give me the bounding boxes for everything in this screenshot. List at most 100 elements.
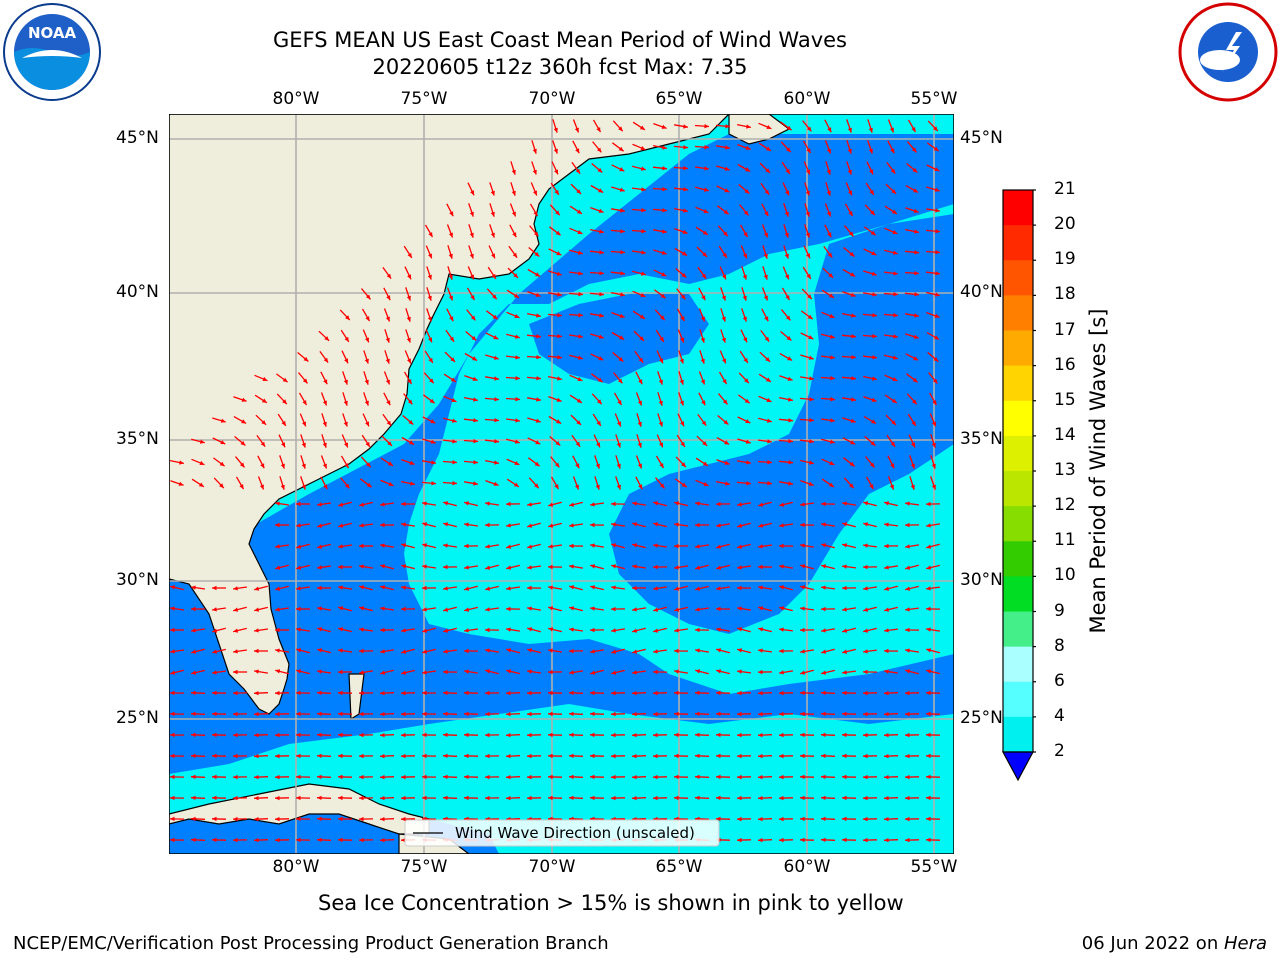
wave-arrow-head xyxy=(680,316,685,322)
wave-arrow-head xyxy=(704,166,709,171)
wave-arrow-head xyxy=(254,669,259,674)
wave-arrow-head xyxy=(344,463,349,469)
wave-arrow-head xyxy=(758,627,764,632)
wave-arrow-head xyxy=(212,816,217,822)
wave-arrow-head xyxy=(619,313,625,318)
wave-arrow-head xyxy=(695,607,700,612)
wave-arrow-head xyxy=(590,543,595,548)
lat-label-left-45n: 45°N xyxy=(116,128,159,148)
wave-arrow-head xyxy=(548,627,554,632)
wave-arrow-head xyxy=(911,421,916,426)
wave-arrow-head xyxy=(556,271,562,276)
wave-arrow-head xyxy=(590,795,595,801)
wave-arrow-head xyxy=(492,294,497,300)
wave-arrow-head xyxy=(849,461,855,467)
wave-arrow-head xyxy=(527,732,532,738)
wave-arrow-head xyxy=(401,628,406,633)
wave-arrow-head xyxy=(448,274,453,280)
wave-arrow-head xyxy=(659,336,664,342)
wave-arrow-head xyxy=(779,585,785,590)
wave-arrow-head xyxy=(743,253,747,259)
wave-arrow-head xyxy=(485,627,490,633)
wave-arrow-head xyxy=(448,295,453,301)
wave-arrow-head xyxy=(239,484,244,490)
wave-arrow-head xyxy=(548,544,553,549)
wave-arrow-head xyxy=(653,607,659,612)
wave-arrow-head xyxy=(617,378,623,384)
wave-arrow-head xyxy=(548,753,553,759)
wind-wave-direction-arrows xyxy=(169,119,941,843)
wave-arrow-head xyxy=(212,585,217,591)
wave-arrow-head xyxy=(721,337,726,343)
wave-arrow-head xyxy=(763,253,768,259)
lat-label-left-40n: 40°N xyxy=(116,282,159,302)
wave-arrow-head xyxy=(703,481,709,486)
wave-arrow-head xyxy=(704,145,709,150)
wave-arrow-head xyxy=(578,271,583,276)
wave-arrow-head xyxy=(764,316,769,322)
wave-arrow-head xyxy=(338,502,344,507)
wave-arrow-head xyxy=(914,250,919,255)
wave-arrow-head xyxy=(569,585,575,590)
wave-arrow-head xyxy=(506,648,512,653)
wave-arrow-head xyxy=(641,187,646,192)
wave-arrow-head xyxy=(212,774,217,780)
wave-arrow-head xyxy=(869,169,873,175)
wave-arrow-head xyxy=(893,334,898,339)
wave-arrow-head xyxy=(722,399,728,405)
wave-arrow-head xyxy=(737,711,742,717)
wave-arrow-head xyxy=(890,168,896,174)
wave-arrow-head xyxy=(485,648,490,653)
sea-ice-note: Sea Ice Concentration > 15% is shown in … xyxy=(318,891,904,915)
footer-date-text: 06 Jun 2022 on xyxy=(1081,933,1224,954)
wave-arrow-head xyxy=(884,754,889,759)
wave-arrow-head xyxy=(863,753,868,759)
wave-arrow-head xyxy=(401,585,406,590)
wave-arrow-head xyxy=(912,377,918,383)
wave-arrow-head xyxy=(658,379,663,385)
wave-arrow-head xyxy=(359,502,365,507)
wave-arrow-head xyxy=(926,586,931,591)
colorbar-tick-label: 8 xyxy=(1054,635,1065,656)
wave-arrow-head xyxy=(884,712,889,717)
colorbar xyxy=(1001,189,1036,782)
wave-arrow-head xyxy=(716,753,721,759)
wave-arrow-head xyxy=(926,795,931,801)
wave-arrow-head xyxy=(296,606,301,612)
wave-arrow-head xyxy=(422,607,427,612)
wave-arrow-head xyxy=(527,523,533,528)
wave-arrow-head xyxy=(842,564,847,569)
wave-arrow-head xyxy=(653,711,658,717)
wave-arrow-head xyxy=(681,273,687,278)
wave-arrow-head xyxy=(407,399,413,405)
wave-arrow-head xyxy=(716,544,722,549)
wave-arrow-head xyxy=(884,501,890,506)
wave-arrow-head xyxy=(578,313,583,318)
wave-arrow-head xyxy=(317,523,323,528)
wave-arrow-head xyxy=(828,293,834,298)
wave-arrow-head xyxy=(191,795,196,800)
wave-arrow-head xyxy=(576,420,581,425)
wave-arrow-head xyxy=(599,250,604,255)
wave-arrow-head xyxy=(282,399,287,405)
wave-arrow-head xyxy=(386,400,391,406)
wave-arrow-head xyxy=(533,190,537,196)
wave-arrow-head xyxy=(786,335,792,341)
wave-arrow-head xyxy=(800,795,805,801)
wave-arrow-head xyxy=(359,690,364,696)
wave-arrow-head xyxy=(254,796,259,801)
wave-arrow-head xyxy=(577,230,583,234)
wave-arrow-head xyxy=(826,148,831,154)
wave-arrow-head xyxy=(280,484,285,490)
wave-arrow-head xyxy=(527,502,532,507)
wave-arrow-head xyxy=(744,189,750,194)
wave-arrow-head xyxy=(683,187,688,192)
wave-arrow-head xyxy=(905,501,910,506)
wave-arrow-head xyxy=(387,461,393,466)
wave-arrow-head xyxy=(871,251,877,255)
wave-arrow-head xyxy=(742,274,747,280)
wave-arrow-head xyxy=(632,796,637,801)
wave-arrow-head xyxy=(700,316,705,322)
wave-arrow-head xyxy=(359,648,364,654)
wave-arrow-head xyxy=(784,253,789,259)
